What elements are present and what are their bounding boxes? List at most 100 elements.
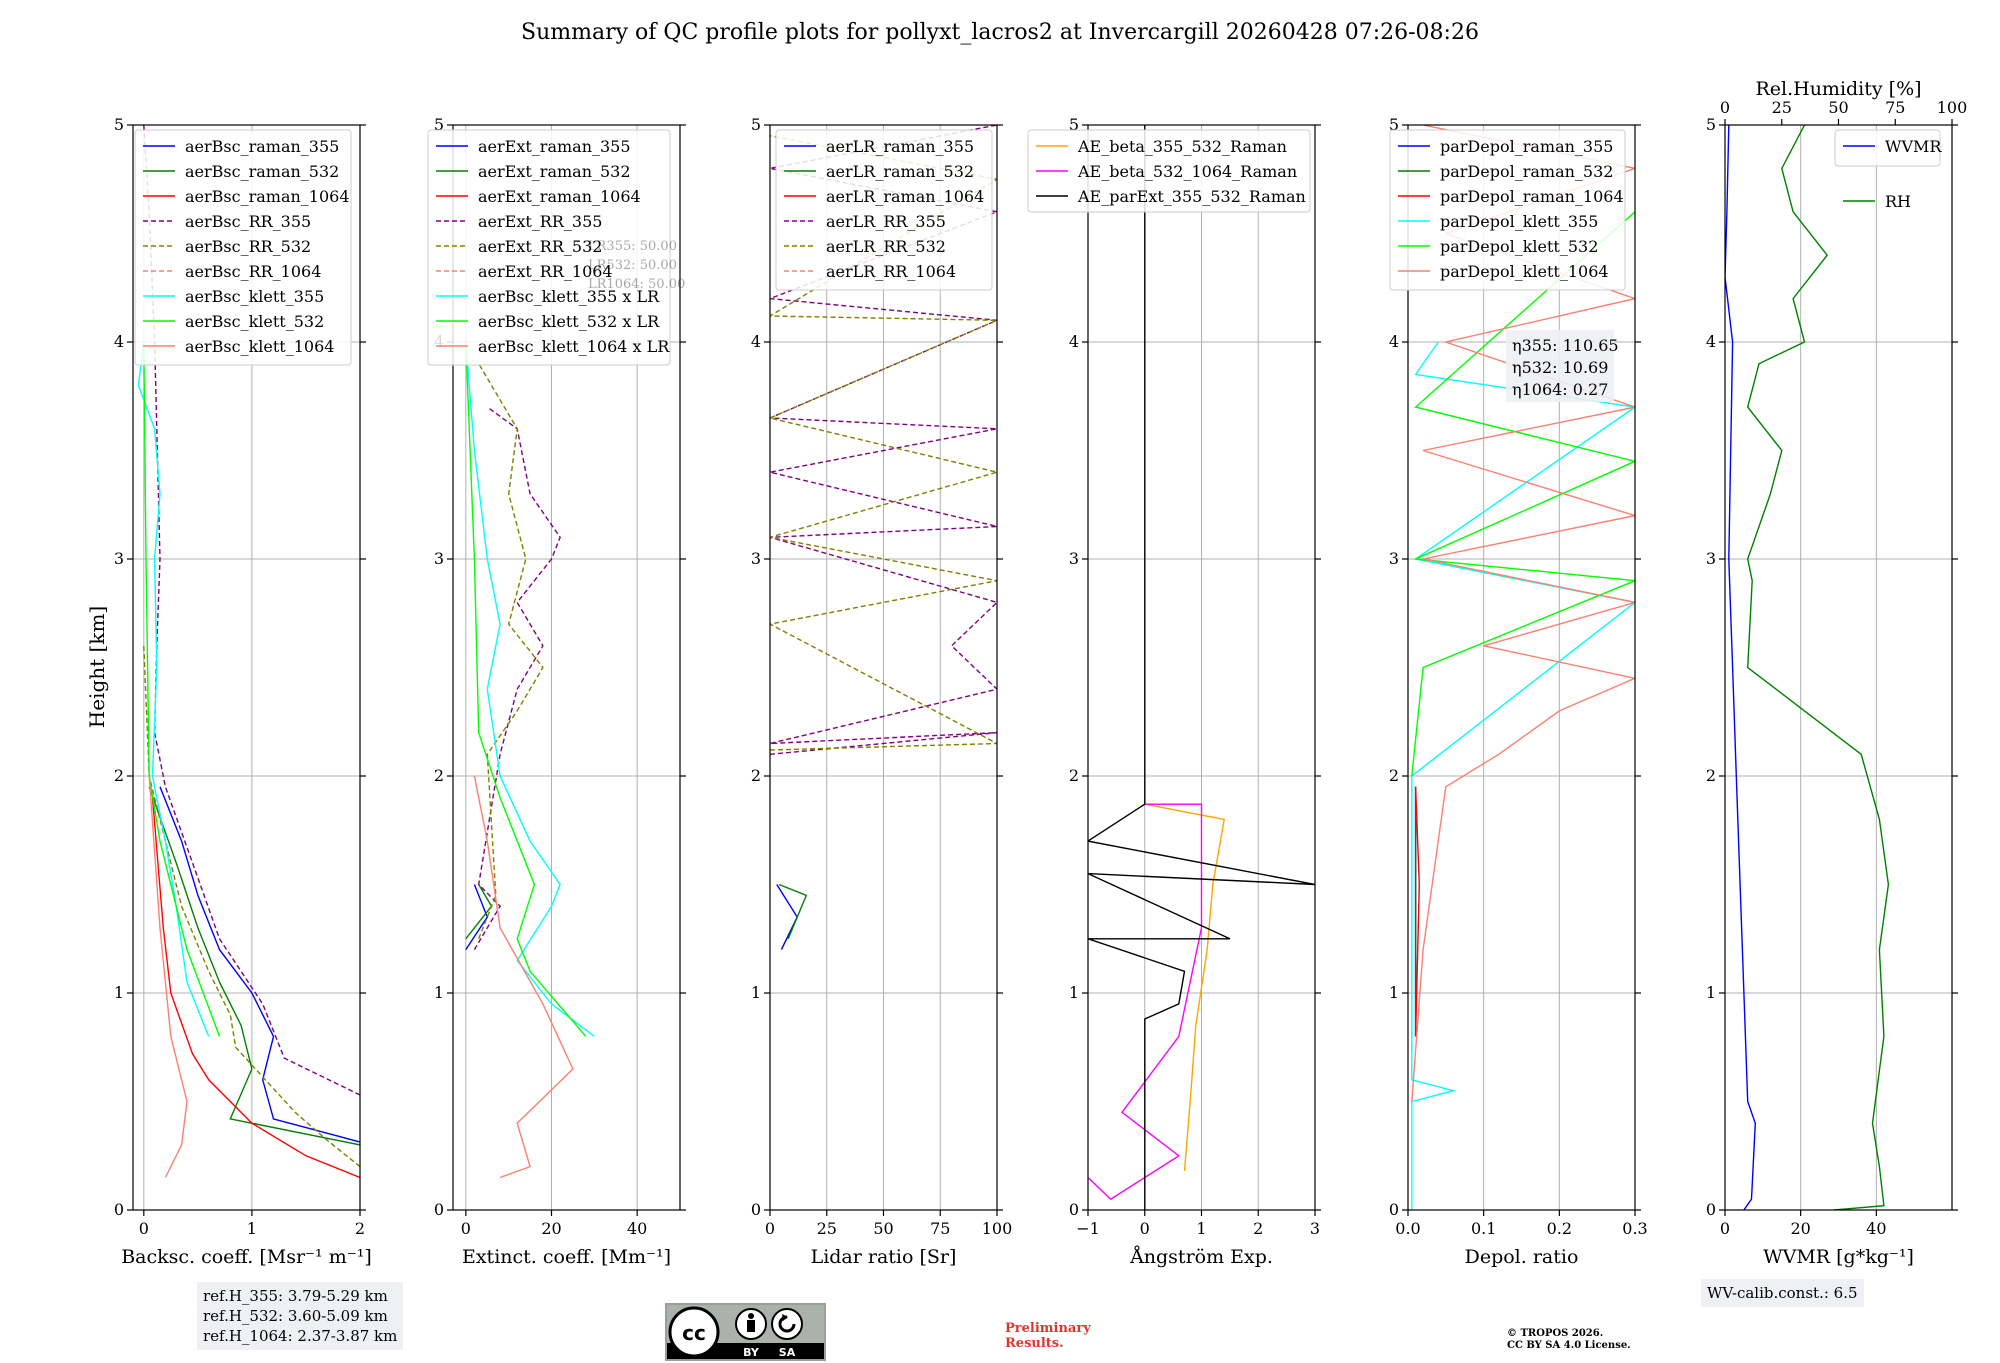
series-AE_parExt_355_532_Raman bbox=[1088, 125, 1315, 1210]
series-aerExt_RR_355 bbox=[473, 406, 561, 950]
series-aerLR_raman_532 bbox=[778, 883, 808, 940]
top-tick-label-1: 25 bbox=[1772, 98, 1792, 117]
sa-share-icon bbox=[771, 1308, 803, 1340]
x-tick-label-2: 40 bbox=[627, 1219, 647, 1238]
x-tick-label-4: 3 bbox=[1310, 1219, 1320, 1238]
x-tick-label-2: 2 bbox=[355, 1219, 365, 1238]
x-tick-label-0: −1 bbox=[1076, 1219, 1100, 1238]
series-aerBsc_klett_1064 bbox=[148, 775, 188, 1178]
x-tick-label-3: 75 bbox=[930, 1219, 950, 1238]
legend-frame bbox=[1027, 129, 1311, 213]
lr-annotation-0: LR355: 50.00 bbox=[588, 239, 677, 254]
x-tick-label-1: 25 bbox=[817, 1219, 837, 1238]
y-tick-label-4: 4 bbox=[1706, 332, 1716, 351]
x-axis-label: Extinct. coeff. [Mm⁻¹] bbox=[462, 1246, 671, 1268]
license-line-1: © TROPOS 2026. bbox=[1507, 1328, 1604, 1339]
y-tick-label-5: 5 bbox=[751, 115, 761, 134]
ref-height-355: ref.H_355: 3.79-5.29 km bbox=[203, 1287, 388, 1305]
lr-annotation-1: LR532: 50.00 bbox=[588, 258, 677, 273]
preliminary-line-2: Results. bbox=[1005, 1336, 1064, 1351]
y-tick-label-5: 5 bbox=[434, 115, 444, 134]
figure-title: Summary of QC profile plots for pollyxt_… bbox=[521, 20, 1479, 45]
y-tick-label-5: 5 bbox=[1389, 115, 1399, 134]
y-tick-label-3: 3 bbox=[114, 549, 124, 568]
eta-box-bg bbox=[1506, 330, 1614, 402]
series-parDepol_klett_532 bbox=[1411, 211, 1635, 777]
legend-label-7: aerBsc_klett_532 bbox=[185, 312, 324, 331]
series-aerExt_raman_355 bbox=[465, 884, 489, 950]
x-tick-label-0: 0.0 bbox=[1395, 1219, 1420, 1238]
legend-label-1: aerLR_raman_532 bbox=[826, 162, 974, 181]
legend-label-7: aerBsc_klett_532 x LR bbox=[478, 312, 660, 331]
cc-license-badge: cc BY SA bbox=[665, 1303, 826, 1361]
panel-depol: 0.0 0.1 0.2 0.3 0 1 2 3 4 5 Depol. ratio parDepol_r… bbox=[1389, 115, 1648, 1268]
x-axis-label: Lidar ratio [Sr] bbox=[811, 1246, 957, 1268]
legend-frame bbox=[134, 129, 352, 366]
y-tick-label-3: 3 bbox=[751, 549, 761, 568]
wv-calibration-box: WV-calib.const.: 6.5 bbox=[1701, 1279, 1864, 1307]
y-tick-label-5: 5 bbox=[1706, 115, 1716, 134]
series-RH bbox=[1746, 125, 1890, 1210]
y-tick-label-1: 1 bbox=[434, 983, 444, 1002]
top-tick-label-3: 75 bbox=[1885, 98, 1905, 117]
y-tick-label-0: 0 bbox=[1389, 1200, 1399, 1219]
preliminary-line-1: Preliminary bbox=[1005, 1321, 1091, 1336]
legend-label-0: aerExt_raman_355 bbox=[478, 137, 631, 156]
svg-text:cc: cc bbox=[682, 1321, 706, 1345]
x-tick-label-3: 0.3 bbox=[1622, 1219, 1647, 1238]
y-tick-label-2: 2 bbox=[114, 766, 124, 785]
x-axis-label: Ångström Exp. bbox=[1129, 1246, 1273, 1268]
legend-label-8: aerBsc_klett_1064 x LR bbox=[478, 337, 670, 356]
y-tick-label-0: 0 bbox=[434, 1200, 444, 1219]
x-tick-label-0: 0 bbox=[461, 1219, 471, 1238]
legend-label-1: aerExt_raman_532 bbox=[478, 162, 631, 181]
legend: parDepol_raman_355 parDepol_raman_532 parD… bbox=[1389, 129, 1626, 291]
cc-icon bbox=[668, 1306, 720, 1358]
legend-label-0: aerLR_raman_355 bbox=[826, 137, 974, 156]
x-axis-label: WVMR [g*kg⁻¹] bbox=[1763, 1246, 1914, 1268]
reference-height-box: ref.H_355: 3.79-5.29 km ref.H_532: 3.60-… bbox=[197, 1282, 404, 1350]
legend: aerExt_raman_355 aerExt_raman_532 aerExt_r… bbox=[427, 129, 671, 366]
y-tick-label-3: 3 bbox=[434, 549, 444, 568]
eta-annotation-box: η355: 110.65 η532: 10.69 η1064: 0.27 bbox=[1506, 330, 1619, 402]
legend-label-2: aerLR_raman_1064 bbox=[826, 187, 984, 206]
y-tick-label-2: 2 bbox=[751, 766, 761, 785]
legend-label-2: aerExt_raman_1064 bbox=[478, 187, 641, 206]
legend-label-1: RH bbox=[1885, 192, 1911, 211]
series-aerExt_RR_532 bbox=[478, 363, 544, 940]
lr-annotation-2: LR1064: 50.00 bbox=[588, 277, 685, 292]
eta-label-2: η1064: 0.27 bbox=[1512, 380, 1608, 399]
legend-label-2: aerBsc_raman_1064 bbox=[185, 187, 350, 206]
legend-label-4: aerExt_RR_532 bbox=[478, 237, 602, 256]
y-tick-label-0: 0 bbox=[1069, 1200, 1079, 1219]
legend-label-5: aerLR_RR_1064 bbox=[826, 262, 956, 281]
eta-label-0: η355: 110.65 bbox=[1512, 336, 1619, 355]
x-axis-label: Backsc. coeff. [Msr⁻¹ m⁻¹] bbox=[121, 1246, 372, 1268]
legend-label-1: aerBsc_raman_532 bbox=[185, 162, 339, 181]
ref-height-1064: ref.H_1064: 2.37-3.87 km bbox=[203, 1327, 398, 1345]
series-aerBsc_klett_355 bbox=[137, 341, 210, 1037]
series-WVMR bbox=[1725, 125, 1757, 1210]
panel-bsc: 0 1 2 0 1 2 3 4 5 Backsc. coeff. [Msr⁻¹ m⁻¹] aerBs… bbox=[114, 115, 372, 1268]
y-tick-label-3: 3 bbox=[1389, 549, 1399, 568]
x-tick-label-2: 0.2 bbox=[1547, 1219, 1572, 1238]
y-tick-label-4: 4 bbox=[1389, 332, 1399, 351]
legend-label-0: aerBsc_raman_355 bbox=[185, 137, 339, 156]
legend-label-3: aerLR_RR_355 bbox=[826, 212, 946, 231]
legend: WVMR RH bbox=[1834, 129, 1942, 211]
top-tick-label-4: 100 bbox=[1937, 98, 1968, 117]
legend-label-3: parDepol_klett_355 bbox=[1440, 212, 1598, 231]
legend-label-5: parDepol_klett_1064 bbox=[1440, 262, 1609, 281]
legend-label-6: aerBsc_klett_355 x LR bbox=[478, 287, 660, 306]
x-axis-label: Depol. ratio bbox=[1465, 1246, 1579, 1268]
by-label: BY bbox=[743, 1346, 760, 1359]
x-tick-label-0: 0 bbox=[765, 1219, 775, 1238]
axes-frame bbox=[452, 124, 681, 1211]
axes-frame bbox=[1724, 124, 1953, 1211]
y-tick-label-0: 0 bbox=[114, 1200, 124, 1219]
x-tick-label-2: 40 bbox=[1866, 1219, 1886, 1238]
legend-label-2: parDepol_raman_1064 bbox=[1440, 187, 1624, 206]
